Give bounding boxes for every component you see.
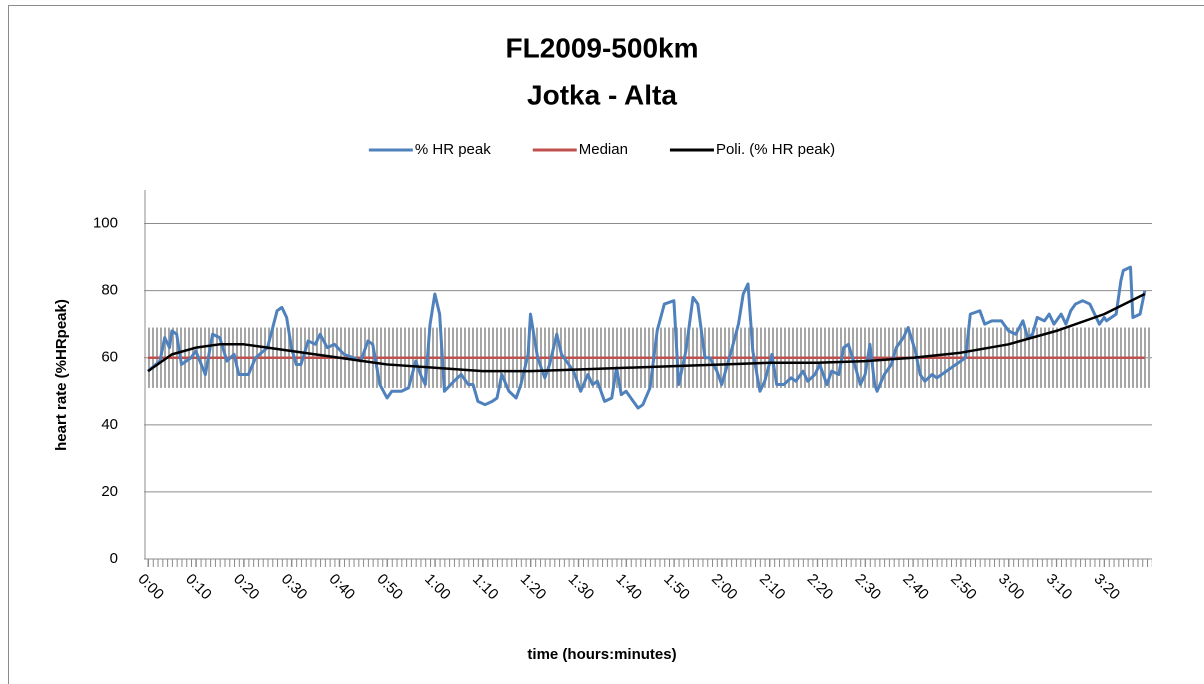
y-axis-title: heart rate (%HRpeak) — [53, 299, 70, 451]
x-minor-ticks — [148, 559, 1152, 567]
y-tick-label: 100 — [93, 215, 118, 232]
y-tick-label: 20 — [101, 483, 118, 500]
y-tick-label: 40 — [101, 416, 118, 433]
series-line — [147, 265, 1147, 410]
y-tick-label: 80 — [101, 282, 118, 299]
chart-title: FL2009-500km — [505, 32, 698, 63]
legend-label: Poli. (% HR peak) — [716, 141, 835, 158]
series-line — [147, 292, 1146, 373]
legend-label: % HR peak — [415, 141, 491, 158]
y-tick-label: 60 — [101, 349, 118, 366]
x-axis-title: time (hours:minutes) — [527, 646, 676, 663]
legend-label: Median — [579, 141, 628, 158]
y-tick-label: 0 — [110, 550, 118, 567]
chart-subtitle: Jotka - Alta — [527, 79, 677, 110]
legend: % HR peak Median Poli. (% HR peak) — [368, 141, 835, 158]
